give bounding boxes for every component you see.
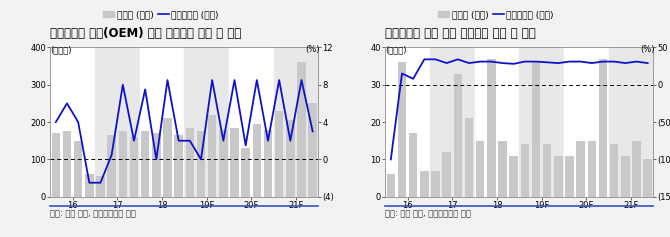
Text: 자료: 회사 자료, 신한금융투자 추정: 자료: 회사 자료, 신한금융투자 추정 bbox=[50, 209, 136, 218]
Bar bbox=[273, 47, 318, 197]
Bar bbox=[430, 47, 474, 197]
Bar bbox=[643, 159, 652, 197]
Text: 자료: 회사 자료, 신한금융투자 추정: 자료: 회사 자료, 신한금융투자 추정 bbox=[385, 209, 471, 218]
Bar bbox=[564, 47, 608, 197]
Text: (심억원): (심억원) bbox=[385, 45, 407, 54]
Bar bbox=[621, 156, 630, 197]
Bar bbox=[398, 62, 406, 197]
Bar bbox=[442, 152, 451, 197]
Bar bbox=[543, 144, 551, 197]
Bar bbox=[208, 115, 216, 197]
Bar bbox=[387, 174, 395, 197]
Bar bbox=[184, 47, 229, 197]
Bar bbox=[95, 47, 139, 197]
Bar bbox=[74, 141, 82, 197]
Bar bbox=[554, 156, 563, 197]
Text: (%): (%) bbox=[640, 45, 655, 54]
Bar bbox=[610, 144, 618, 197]
Bar bbox=[632, 141, 641, 197]
Bar bbox=[264, 129, 272, 197]
Bar bbox=[130, 137, 138, 197]
Legend: 매출액 (좌측), 영업이익률 (우측): 매출액 (좌측), 영업이익률 (우측) bbox=[103, 10, 219, 19]
Bar bbox=[119, 131, 127, 197]
Bar bbox=[576, 141, 585, 197]
Bar bbox=[474, 47, 519, 197]
Bar bbox=[509, 156, 518, 197]
Bar bbox=[152, 133, 161, 197]
Legend: 매출액 (좌측), 영업이익률 (우측): 매출액 (좌측), 영업이익률 (우측) bbox=[438, 10, 554, 19]
Bar bbox=[565, 156, 574, 197]
Bar bbox=[85, 174, 94, 197]
Bar bbox=[139, 47, 184, 197]
Bar bbox=[163, 118, 172, 197]
Text: (심억원): (심억원) bbox=[50, 45, 72, 54]
Text: 태평양물산 의류(OEM) 부문 영업실적 추이 및 전망: 태평양물산 의류(OEM) 부문 영업실적 추이 및 전망 bbox=[50, 27, 241, 40]
Bar bbox=[52, 133, 60, 197]
Bar bbox=[297, 62, 306, 197]
Bar bbox=[532, 62, 540, 197]
Bar bbox=[608, 47, 653, 197]
Bar bbox=[519, 47, 564, 197]
Bar bbox=[308, 103, 317, 197]
Bar bbox=[107, 135, 116, 197]
Bar bbox=[219, 129, 228, 197]
Bar bbox=[454, 73, 462, 197]
Bar bbox=[253, 124, 261, 197]
Bar bbox=[409, 133, 417, 197]
Bar bbox=[63, 131, 71, 197]
Bar bbox=[197, 131, 205, 197]
Bar bbox=[476, 141, 484, 197]
Bar bbox=[599, 59, 607, 197]
Bar bbox=[431, 171, 440, 197]
Bar bbox=[420, 171, 429, 197]
Bar bbox=[229, 47, 273, 197]
Bar bbox=[96, 176, 105, 197]
Bar bbox=[487, 59, 496, 197]
Bar bbox=[241, 148, 250, 197]
Bar bbox=[50, 47, 95, 197]
Bar bbox=[498, 141, 507, 197]
Bar bbox=[230, 128, 239, 197]
Text: 태평양물산 우모 부문 영업실적 추이 및 전망: 태평양물산 우모 부문 영업실적 추이 및 전망 bbox=[385, 27, 536, 40]
Bar bbox=[465, 118, 473, 197]
Bar bbox=[286, 120, 295, 197]
Bar bbox=[186, 128, 194, 197]
Bar bbox=[588, 141, 596, 197]
Bar bbox=[141, 131, 149, 197]
Bar bbox=[174, 135, 183, 197]
Bar bbox=[275, 111, 283, 197]
Bar bbox=[521, 144, 529, 197]
Bar bbox=[385, 47, 430, 197]
Text: (%): (%) bbox=[305, 45, 320, 54]
